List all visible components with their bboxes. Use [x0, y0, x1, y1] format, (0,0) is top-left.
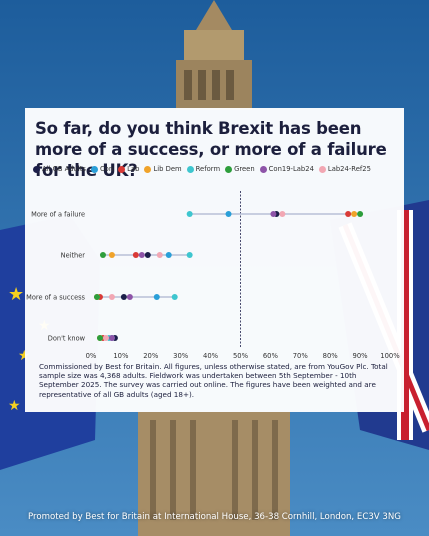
legend-item: Lab24-Ref25: [318, 165, 371, 173]
legend-swatch: [318, 165, 326, 173]
legend-label: Con: [99, 165, 114, 173]
legend-swatch: [144, 165, 152, 173]
x-tick-label: 40%: [203, 352, 219, 360]
data-point: [351, 211, 358, 217]
x-tick-label: 20%: [143, 352, 159, 360]
legend-label: All GB Adults: [42, 165, 86, 173]
x-tick-label: 30%: [173, 352, 189, 360]
legend-item: Reform: [186, 165, 221, 173]
legend-label: Green: [234, 165, 255, 173]
data-point: [126, 294, 133, 300]
legend-label: Lab: [127, 165, 140, 173]
data-point: [186, 211, 193, 217]
legend-label: Lab24-Ref25: [327, 165, 371, 173]
legend-item: Con19-Lab24: [259, 165, 314, 173]
legend-swatch: [225, 165, 233, 173]
data-point: [165, 252, 172, 258]
promoted-by-footer: Promoted by Best for Britain at Internat…: [28, 512, 401, 522]
legend-swatch: [186, 165, 194, 173]
x-tick-label: 10%: [113, 352, 129, 360]
legend-swatch: [90, 165, 98, 173]
data-point: [138, 252, 145, 258]
legend-label: Con19-Lab24: [268, 165, 314, 173]
x-tick-label: 60%: [263, 352, 279, 360]
x-tick-label: 80%: [323, 352, 339, 360]
data-point: [153, 294, 160, 300]
legend-label: Lib Dem: [153, 165, 182, 173]
data-point: [96, 335, 103, 341]
methodology-notes: Commissioned by Best for Britain. All fi…: [39, 362, 388, 399]
data-point: [132, 252, 139, 258]
data-point: [156, 252, 163, 258]
chart-card: So far, do you think Brexit has been mor…: [25, 108, 404, 412]
legend: All GB Adults Con Lab Lib Dem Reform Green Con…: [33, 165, 403, 173]
clock-tower-image: [138, 0, 290, 536]
data-point: [108, 335, 115, 341]
legend-swatch: [118, 165, 126, 173]
svg-text:★: ★: [8, 398, 21, 414]
x-tick-label: 0%: [86, 352, 97, 360]
legend-item: Con: [90, 165, 114, 173]
legend-swatch: [33, 165, 40, 173]
legend-swatch: [259, 165, 267, 173]
svg-text:★: ★: [8, 284, 24, 305]
x-tick-label: 90%: [353, 352, 369, 360]
data-point: [93, 294, 100, 300]
data-point: [357, 211, 364, 217]
data-point: [345, 211, 352, 217]
dot-plot: More of a failure Neither More of a succes…: [26, 191, 400, 360]
legend-item: Lab: [118, 165, 139, 173]
category-label: More of a success: [26, 294, 85, 302]
data-point: [102, 335, 109, 341]
legend-item: All GB Adults: [33, 165, 86, 173]
data-point: [270, 211, 277, 217]
data-point: [171, 294, 178, 300]
category-label: Don't know: [48, 335, 86, 343]
data-point: [279, 211, 286, 217]
category-label: More of a failure: [31, 211, 85, 219]
data-point: [225, 211, 232, 217]
data-point: [144, 252, 151, 258]
legend-item: Lib Dem: [144, 165, 182, 173]
category-label: Neither: [61, 252, 86, 260]
x-tick-label: 70%: [293, 352, 309, 360]
chart-title: So far, do you think Brexit has been mor…: [35, 119, 387, 180]
data-point: [108, 252, 115, 258]
data-point: [108, 294, 115, 300]
legend-label: Reform: [195, 165, 221, 173]
legend-item: Green: [225, 165, 255, 173]
data-point: [120, 294, 127, 300]
data-point: [99, 252, 106, 258]
x-tick-label: 100%: [380, 352, 400, 360]
data-point: [186, 252, 193, 258]
x-tick-label: 50%: [233, 352, 249, 360]
